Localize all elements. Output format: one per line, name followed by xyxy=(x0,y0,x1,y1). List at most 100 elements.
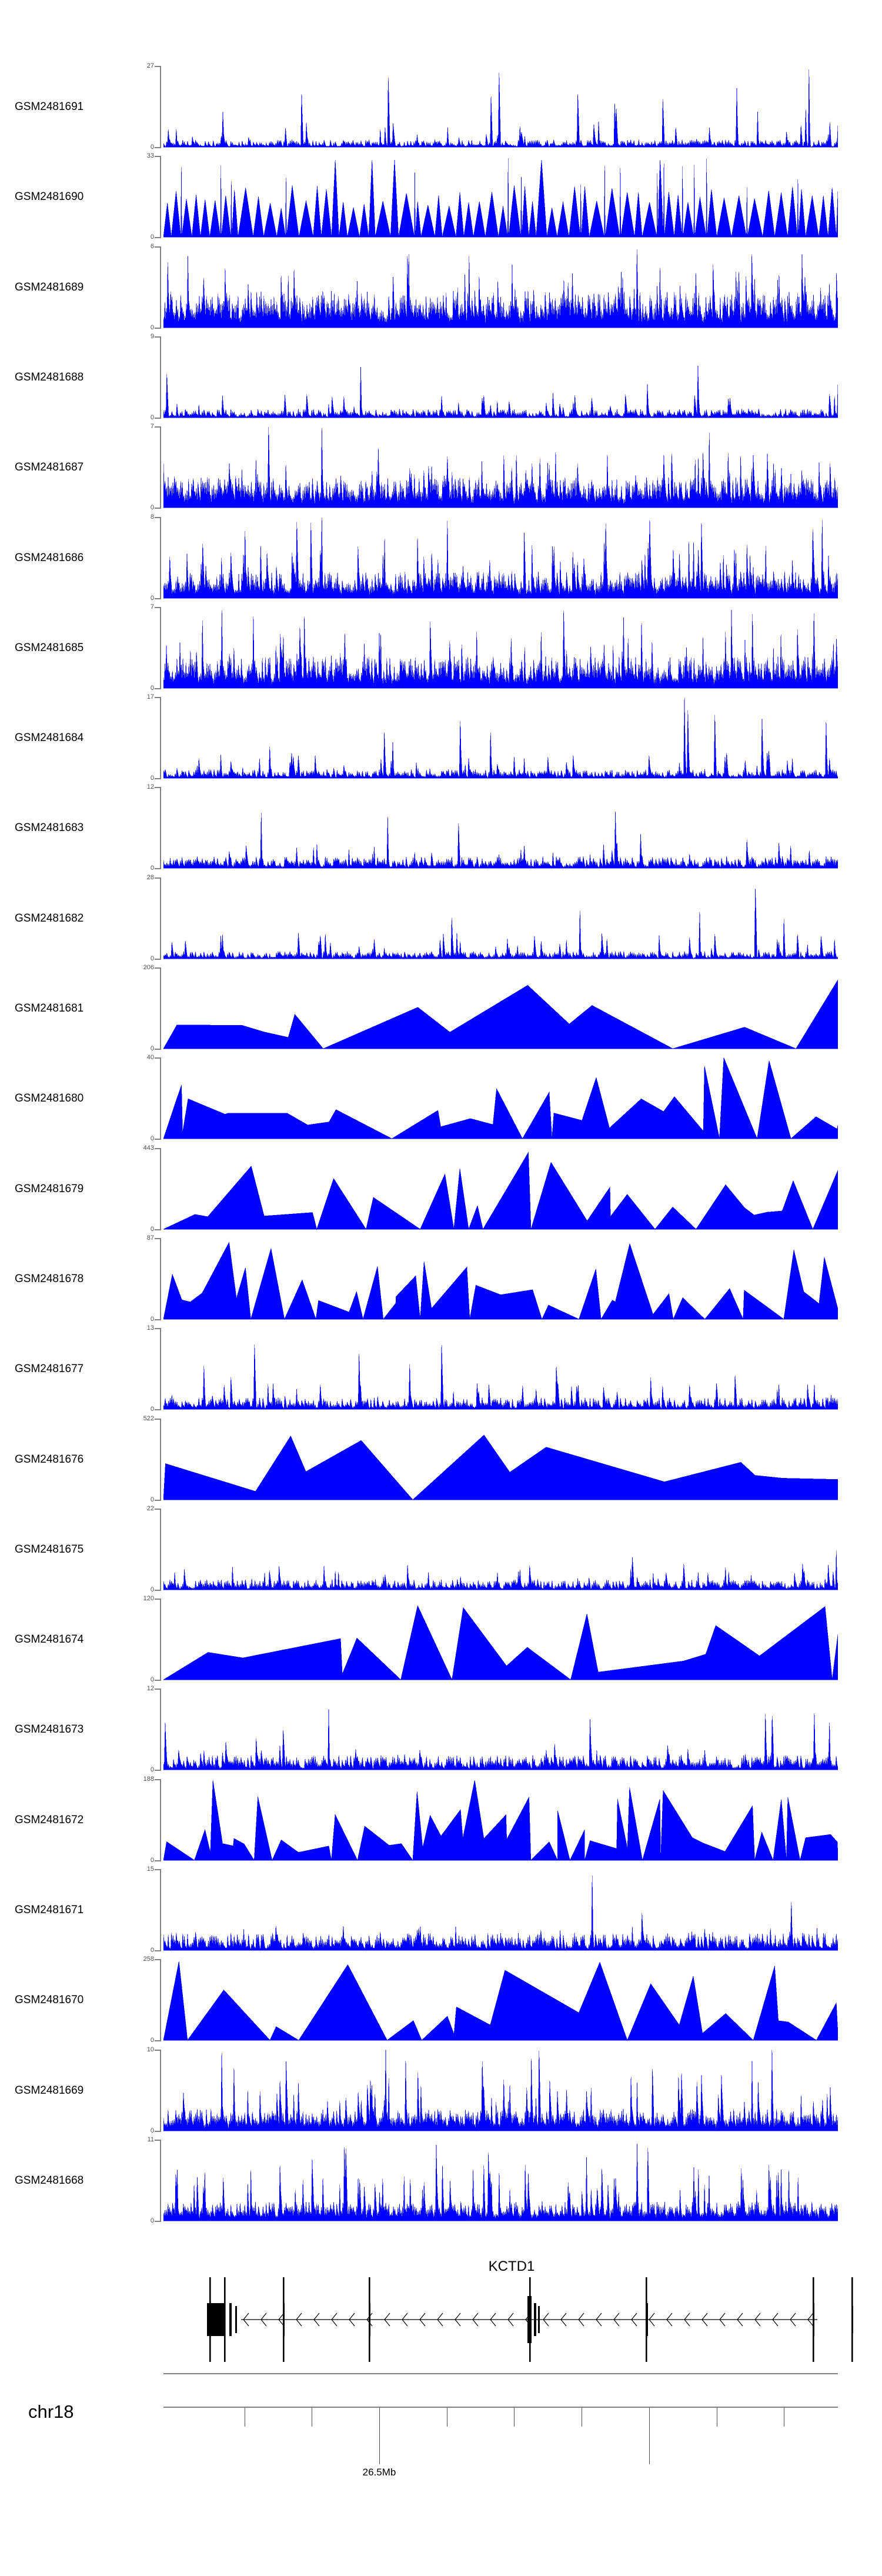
axis-rule-bottom xyxy=(163,2407,838,2408)
coverage-plot-area[interactable] xyxy=(163,2140,838,2222)
y-axis-line xyxy=(160,516,161,599)
coverage-track[interactable]: GSM2481670 258 0 xyxy=(0,1956,882,2044)
y-axis-line xyxy=(160,877,161,960)
y-axis-max-value: 9 xyxy=(150,332,154,340)
y-axis-min-value: 0 xyxy=(150,1586,154,1593)
y-axis-tick-bottom xyxy=(155,1049,161,1050)
track-label: GSM2481689 xyxy=(15,281,84,293)
y-axis-tick-top xyxy=(155,426,161,428)
coverage-track[interactable]: GSM2481678 87 0 xyxy=(0,1234,882,1322)
track-label: GSM2481674 xyxy=(15,1633,84,1646)
track-y-axis: 87 0 xyxy=(147,1234,163,1322)
y-axis-tick-bottom xyxy=(155,1319,161,1320)
y-axis-max-value: 87 xyxy=(146,1234,154,1242)
y-axis-line xyxy=(160,1689,161,1771)
y-axis-tick-bottom xyxy=(155,1589,161,1591)
coverage-plot-area[interactable] xyxy=(163,2049,838,2132)
coverage-plot-area[interactable] xyxy=(163,1959,838,2041)
coverage-track[interactable]: GSM2481675 22 0 xyxy=(0,1505,882,1593)
coverage-plot-area[interactable] xyxy=(163,1599,838,1681)
coverage-track[interactable]: GSM2481679 443 0 xyxy=(0,1144,882,1232)
coverage-plot-area[interactable] xyxy=(163,66,838,148)
y-axis-min-value: 0 xyxy=(150,955,154,962)
axis-tick-label: 26.5Mb xyxy=(362,2467,396,2478)
coverage-track[interactable]: GSM2481673 12 0 xyxy=(0,1686,882,1773)
gene-annotation-track[interactable]: KCTD1 xyxy=(0,2258,882,2362)
y-axis-tick-bottom xyxy=(155,508,161,509)
coverage-plot-area[interactable] xyxy=(163,1148,838,1230)
y-axis-tick-bottom xyxy=(155,1229,161,1230)
coverage-plot-area[interactable] xyxy=(163,1419,838,1501)
y-axis-min-value: 0 xyxy=(150,2127,154,2134)
coverage-track[interactable]: GSM2481690 33 0 xyxy=(0,153,882,241)
track-label: GSM2481680 xyxy=(15,1092,84,1105)
coverage-plot-area[interactable] xyxy=(163,336,838,419)
track-y-axis: 12 0 xyxy=(147,1686,163,1773)
coverage-track[interactable]: GSM2481683 12 0 xyxy=(0,784,882,872)
coverage-track[interactable]: GSM2481686 8 0 xyxy=(0,513,882,601)
y-axis-max-value: 10 xyxy=(146,2046,154,2053)
track-y-axis: 13 0 xyxy=(147,1325,163,1413)
coverage-track[interactable]: GSM2481681 206 0 xyxy=(0,965,882,1052)
coverage-track[interactable]: GSM2481668 11 0 xyxy=(0,2136,882,2224)
axis-rule-top xyxy=(163,2373,838,2374)
coverage-track[interactable]: GSM2481685 7 0 xyxy=(0,603,882,691)
coverage-track[interactable]: GSM2481680 40 0 xyxy=(0,1055,882,1142)
coverage-track[interactable]: GSM2481682 28 0 xyxy=(0,874,882,962)
coverage-track[interactable]: GSM2481671 15 0 xyxy=(0,1866,882,1954)
y-axis-max-value: 15 xyxy=(146,1866,154,1873)
y-axis-tick-bottom xyxy=(155,2130,161,2132)
y-axis-tick-top xyxy=(155,606,161,608)
y-axis-line xyxy=(160,1057,161,1140)
y-axis-line xyxy=(160,1237,161,1320)
track-label: GSM2481682 xyxy=(15,912,84,925)
y-axis-line xyxy=(160,1959,161,2042)
y-axis-max-value: 13 xyxy=(146,1324,154,1332)
coverage-track[interactable]: GSM2481677 13 0 xyxy=(0,1325,882,1413)
coverage-track[interactable]: GSM2481672 188 0 xyxy=(0,1776,882,1863)
coverage-plot-area[interactable] xyxy=(163,1779,838,1861)
coverage-plot-area[interactable] xyxy=(163,607,838,689)
coverage-plot-area[interactable] xyxy=(163,1238,838,1320)
coverage-plot-area[interactable] xyxy=(163,426,838,509)
coverage-track[interactable]: GSM2481687 7 0 xyxy=(0,423,882,511)
coverage-plot-area[interactable] xyxy=(163,156,838,238)
y-axis-max-value: 8 xyxy=(150,513,154,520)
y-axis-line xyxy=(160,156,161,239)
y-axis-tick-bottom xyxy=(155,1860,161,1861)
coverage-track[interactable]: GSM2481674 120 0 xyxy=(0,1596,882,1683)
coverage-track[interactable]: GSM2481688 9 0 xyxy=(0,333,882,421)
coverage-plot-area[interactable] xyxy=(163,1509,838,1591)
y-axis-tick-bottom xyxy=(155,868,161,870)
y-axis-line xyxy=(160,1599,161,1681)
y-axis-line xyxy=(160,246,161,329)
coverage-plot-area[interactable] xyxy=(163,1689,838,1771)
y-axis-min-value: 0 xyxy=(150,775,154,782)
coverage-track[interactable]: GSM2481676 522 0 xyxy=(0,1415,882,1503)
coverage-track[interactable]: GSM2481669 10 0 xyxy=(0,2046,882,2134)
coverage-plot-area[interactable] xyxy=(163,1057,838,1140)
track-label: GSM2481688 xyxy=(15,371,84,383)
coverage-plot-area[interactable] xyxy=(163,517,838,599)
y-axis-line xyxy=(160,606,161,689)
y-axis-tick-bottom xyxy=(155,147,161,148)
y-axis-tick-bottom xyxy=(155,688,161,689)
y-axis-tick-top xyxy=(155,967,161,969)
coverage-plot-area[interactable] xyxy=(163,787,838,869)
y-axis-max-value: 443 xyxy=(143,1144,154,1152)
coverage-track[interactable]: GSM2481684 17 0 xyxy=(0,694,882,782)
y-axis-tick-top xyxy=(155,336,161,338)
coverage-plot-area[interactable] xyxy=(163,697,838,779)
coverage-track[interactable]: GSM2481689 6 0 xyxy=(0,243,882,331)
coverage-plot-area[interactable] xyxy=(163,877,838,960)
coverage-plot-area[interactable] xyxy=(163,967,838,1050)
coverage-plot-area[interactable] xyxy=(163,1328,838,1410)
y-axis-min-value: 0 xyxy=(150,865,154,872)
chromosome-axis[interactable]: chr18 26.5Mb xyxy=(0,2370,882,2505)
coverage-plot-area[interactable] xyxy=(163,246,838,329)
y-axis-tick-top xyxy=(155,2139,161,2141)
coverage-track[interactable]: GSM2481691 27 0 xyxy=(0,63,882,151)
track-y-axis: 258 0 xyxy=(143,1956,163,2044)
coverage-plot-area[interactable] xyxy=(163,1869,838,1951)
